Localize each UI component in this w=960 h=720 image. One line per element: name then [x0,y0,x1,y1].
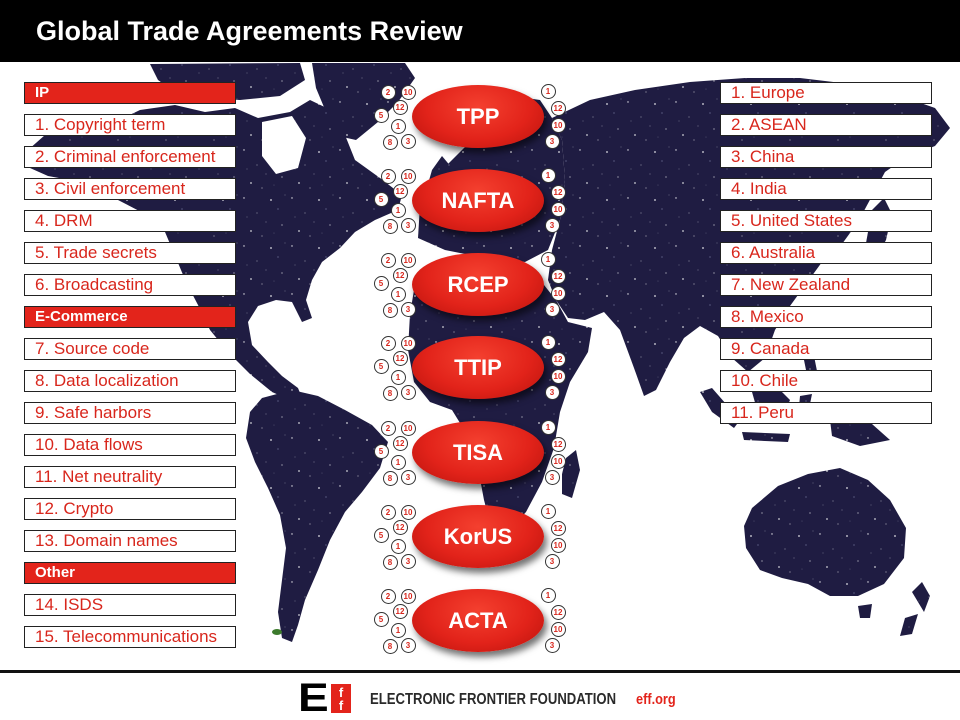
issue-data-flows: 10. Data flows [24,434,236,456]
eff-logo: E f f [298,678,354,718]
issues-list: IP 1. Copyright term 2. Criminal enforce… [24,82,236,648]
country-new-zealand: 7. New Zealand [720,274,932,296]
country-india: 4. India [720,178,932,200]
madagascar-shape [562,450,580,498]
country-asean: 2. ASEAN [720,114,932,136]
title-bar: Global Trade Agreements Review [0,0,960,62]
country-chile: 10. Chile [720,370,932,392]
falklands-shape [272,629,282,635]
issue-data-localization: 8. Data localization [24,370,236,392]
agreement-tisa: TISA [412,421,544,484]
agreement-nafta: NAFTA [412,169,544,232]
agreement-tpp: TPP [412,85,544,148]
issue-drm: 4. DRM [24,210,236,232]
agreement-name: RCEP [447,271,509,297]
issue-isds: 14. ISDS [24,594,236,616]
agreement-name: TTIP [454,354,502,380]
eff-logo-f: f [338,684,344,700]
category-other: Other [24,562,236,584]
issue-telecommunications: 15. Telecommunications [24,626,236,648]
africa-shape [408,262,592,534]
eff-logo-box: f f [331,684,351,713]
new-zealand-south-shape [900,614,918,636]
eff-logo-f: f [338,697,344,713]
category-ip: IP [24,82,236,104]
issue-domain-names: 13. Domain names [24,530,236,552]
country-canada: 9. Canada [720,338,932,360]
new-guinea-shape [830,420,890,446]
issue-net-neutrality: 11. Net neutrality [24,466,236,488]
issue-criminal-enforcement: 2. Criminal enforcement [24,146,236,168]
country-china: 3. China [720,146,932,168]
issue-copyright-term: 1. Copyright term [24,114,236,136]
page-title: Global Trade Agreements Review [36,16,463,46]
agreement-ttip: TTIP [412,336,544,399]
australia-shape [744,468,906,596]
category-e-commerce: E-Commerce [24,306,236,328]
tasmania-shape [858,604,872,618]
agreement-name: KorUS [443,523,513,549]
new-zealand-north-shape [912,582,930,612]
issue-safe-harbors: 9. Safe harbors [24,402,236,424]
country-europe: 1. Europe [720,82,932,104]
issue-crypto: 12. Crypto [24,498,236,520]
eff-logo-letter: E [298,676,329,720]
agreement-rcep: RCEP [412,253,544,316]
agreement-name: TPP [456,103,500,129]
organization-name: ELECTRONIC FRONTIER FOUNDATION [370,691,617,708]
java-shape [742,432,790,442]
country-united-states: 5. United States [720,210,932,232]
south-america-shape [246,390,388,642]
country-mexico: 8. Mexico [720,306,932,328]
country-australia: 6. Australia [720,242,932,264]
agreement-name: TISA [452,439,504,465]
organization-url: eff.org [636,691,676,708]
issue-civil-enforcement: 3. Civil enforcement [24,178,236,200]
countries-list: 1. Europe 2. ASEAN 3. China 4. India 5. … [720,82,932,424]
hudson-bay-shape [262,116,306,174]
country-peru: 11. Peru [720,402,932,424]
issue-source-code: 7. Source code [24,338,236,360]
agreement-name: NAFTA [441,187,515,213]
issue-trade-secrets: 5. Trade secrets [24,242,236,264]
footer-divider [0,670,960,673]
agreement-korus: KorUS [412,505,544,568]
agreement-acta: ACTA [412,589,544,652]
agreement-name: ACTA [448,607,508,633]
issue-broadcasting: 6. Broadcasting [24,274,236,296]
